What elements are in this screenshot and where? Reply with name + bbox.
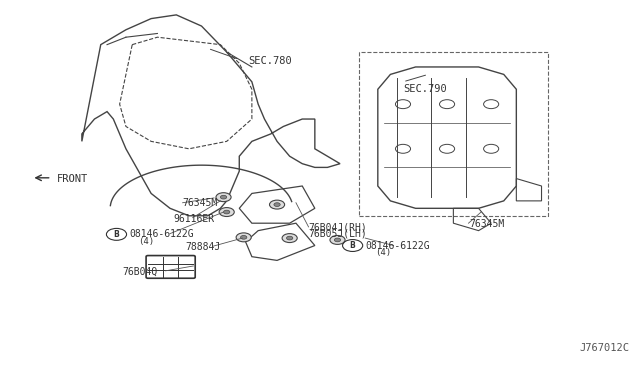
Text: 96116ER: 96116ER bbox=[173, 215, 214, 224]
Circle shape bbox=[236, 233, 252, 242]
Text: 76B04Q: 76B04Q bbox=[123, 267, 158, 276]
Text: FRONT: FRONT bbox=[57, 174, 88, 183]
Text: 76345M: 76345M bbox=[182, 198, 218, 208]
Text: 78884J: 78884J bbox=[186, 243, 221, 252]
Text: 76345M: 76345M bbox=[469, 219, 504, 229]
Text: 76B04J(RH): 76B04J(RH) bbox=[308, 223, 367, 232]
Text: 08146-6122G: 08146-6122G bbox=[365, 241, 430, 250]
Circle shape bbox=[223, 210, 230, 214]
Text: (4): (4) bbox=[138, 237, 155, 246]
Circle shape bbox=[287, 236, 293, 240]
Circle shape bbox=[269, 200, 285, 209]
Circle shape bbox=[334, 238, 340, 242]
Circle shape bbox=[282, 234, 297, 243]
Text: (4): (4) bbox=[374, 248, 391, 257]
Text: SEC.790: SEC.790 bbox=[403, 84, 447, 94]
Circle shape bbox=[274, 203, 280, 206]
Text: 08146-6122G: 08146-6122G bbox=[129, 230, 194, 239]
Text: 76B05J(LH): 76B05J(LH) bbox=[308, 229, 367, 238]
Circle shape bbox=[241, 235, 247, 239]
Circle shape bbox=[330, 235, 345, 244]
Text: B: B bbox=[114, 230, 120, 239]
Circle shape bbox=[219, 208, 234, 217]
Text: SEC.780: SEC.780 bbox=[249, 57, 292, 66]
Circle shape bbox=[216, 193, 231, 202]
Text: J767012C: J767012C bbox=[579, 343, 629, 353]
Circle shape bbox=[220, 195, 227, 199]
Text: B: B bbox=[349, 241, 355, 250]
